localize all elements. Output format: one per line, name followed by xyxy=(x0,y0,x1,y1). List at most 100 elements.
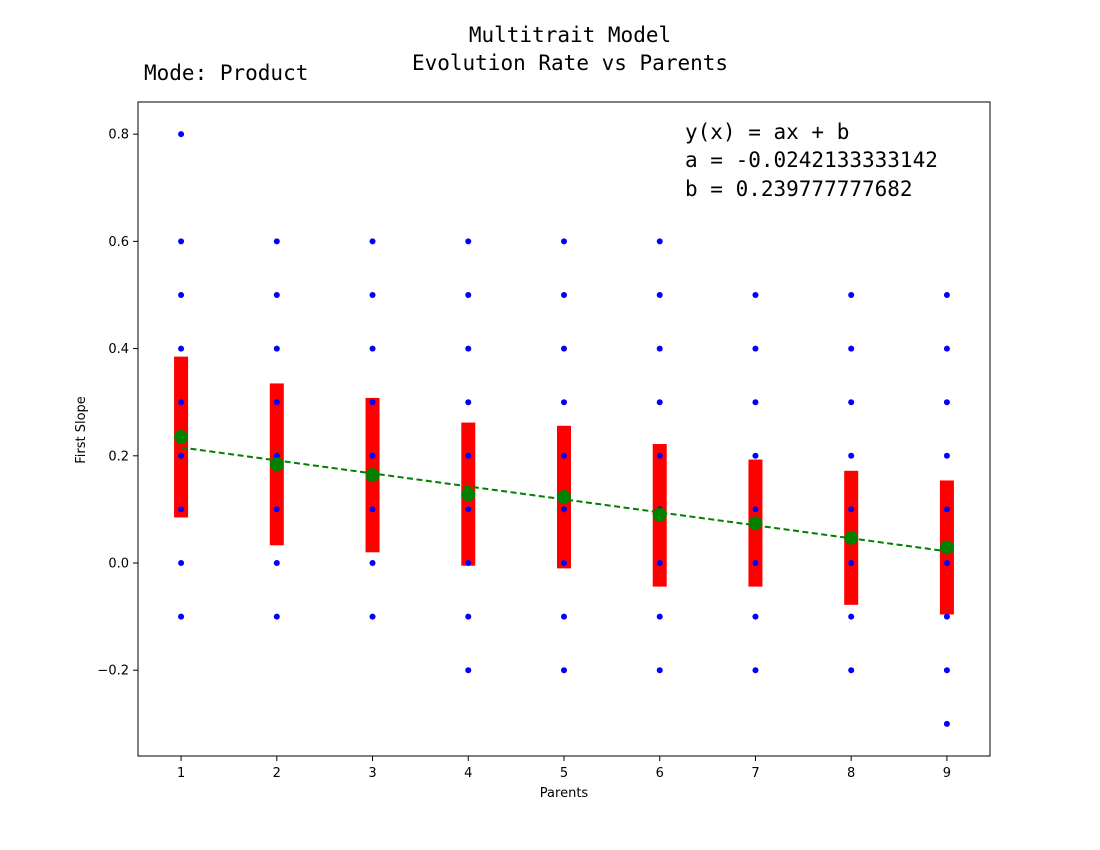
mean-marker xyxy=(748,516,763,531)
data-point xyxy=(178,399,185,406)
data-point xyxy=(656,667,663,674)
data-point xyxy=(178,291,185,298)
data-point xyxy=(465,452,472,459)
x-tick-label: 5 xyxy=(560,766,568,781)
x-tick-label: 1 xyxy=(177,766,185,781)
data-point xyxy=(943,291,950,298)
data-point xyxy=(752,291,759,298)
x-tick-label: 6 xyxy=(656,766,664,781)
data-point xyxy=(943,345,950,352)
data-point xyxy=(752,613,759,620)
data-point xyxy=(752,667,759,674)
data-point xyxy=(561,613,567,620)
fit-formula: y(x) = ax + b xyxy=(685,120,849,144)
data-point xyxy=(273,452,280,459)
data-point xyxy=(178,613,185,620)
data-point xyxy=(848,560,855,567)
data-point xyxy=(465,238,472,245)
x-tick-label: 7 xyxy=(751,766,759,781)
data-point xyxy=(656,399,663,406)
data-point xyxy=(561,238,567,245)
mean-marker xyxy=(269,457,284,472)
data-point xyxy=(369,345,376,352)
data-point xyxy=(273,399,280,406)
y-tick-label: 0.8 xyxy=(108,128,129,143)
data-point xyxy=(848,506,855,513)
data-point xyxy=(752,452,759,459)
data-point xyxy=(943,720,950,727)
chart-title-line-2: Evolution Rate vs Parents xyxy=(412,51,728,75)
data-point xyxy=(178,560,185,567)
mean-marker xyxy=(844,530,859,545)
data-point xyxy=(752,399,759,406)
data-point xyxy=(465,291,472,298)
data-point xyxy=(561,291,567,298)
data-point xyxy=(943,506,950,513)
data-point xyxy=(943,667,950,674)
data-point xyxy=(465,667,472,674)
data-point xyxy=(178,345,185,352)
data-point xyxy=(656,452,663,459)
y-axis-label: First Slope xyxy=(74,396,89,464)
data-point xyxy=(848,452,855,459)
data-point xyxy=(273,291,280,298)
scatter-points xyxy=(178,131,950,727)
data-point xyxy=(561,452,567,459)
data-point xyxy=(848,345,855,352)
data-point xyxy=(561,667,567,674)
data-point xyxy=(465,506,472,513)
data-point xyxy=(465,345,472,352)
mean-marker xyxy=(365,468,380,483)
data-point xyxy=(369,506,376,513)
data-point xyxy=(273,506,280,513)
y-tick-label: −0.2 xyxy=(97,664,129,679)
chart-title-line-1: Multitrait Model xyxy=(469,23,671,47)
data-point xyxy=(752,345,759,352)
data-point xyxy=(369,291,376,298)
data-point xyxy=(656,560,663,567)
data-point xyxy=(369,452,376,459)
data-point xyxy=(656,291,663,298)
fit-line xyxy=(180,446,948,553)
mean-marker xyxy=(652,507,667,522)
data-point xyxy=(656,345,663,352)
x-tick-label: 8 xyxy=(847,766,855,781)
data-point xyxy=(848,291,855,298)
data-point xyxy=(465,399,472,406)
data-point xyxy=(178,506,185,513)
mean-marker xyxy=(461,487,476,502)
data-point xyxy=(943,613,950,620)
data-point xyxy=(178,238,185,245)
data-point xyxy=(178,131,185,138)
data-point xyxy=(656,238,663,245)
data-point xyxy=(273,560,280,567)
y-tick-label: 0.6 xyxy=(108,235,129,250)
data-point xyxy=(369,613,376,620)
fit-coefficient-a: a = -0.0242133333142 xyxy=(685,148,938,172)
data-point xyxy=(561,506,567,513)
data-point xyxy=(848,667,855,674)
mean-marker xyxy=(557,490,571,505)
data-point xyxy=(561,399,567,406)
x-tick-label: 4 xyxy=(464,766,472,781)
data-point xyxy=(848,613,855,620)
mean-markers xyxy=(174,430,954,555)
data-point xyxy=(943,560,950,567)
data-point xyxy=(465,613,472,620)
data-point xyxy=(752,506,759,513)
x-tick-label: 2 xyxy=(273,766,281,781)
mean-marker xyxy=(174,430,189,445)
x-tick-label: 9 xyxy=(943,766,951,781)
fit-coefficient-b: b = 0.239777777682 xyxy=(685,177,913,201)
data-point xyxy=(943,399,950,406)
data-point xyxy=(465,560,472,567)
data-point xyxy=(273,613,280,620)
y-tick-label: 0.4 xyxy=(108,342,129,357)
data-point xyxy=(273,238,280,245)
x-axis-label: Parents xyxy=(540,786,589,801)
y-tick-label: 0.0 xyxy=(108,557,129,572)
x-axis-ticks: 1 2 3 4 5 6 7 8 9 xyxy=(177,756,951,781)
error-bars xyxy=(174,356,954,615)
data-point xyxy=(943,452,950,459)
